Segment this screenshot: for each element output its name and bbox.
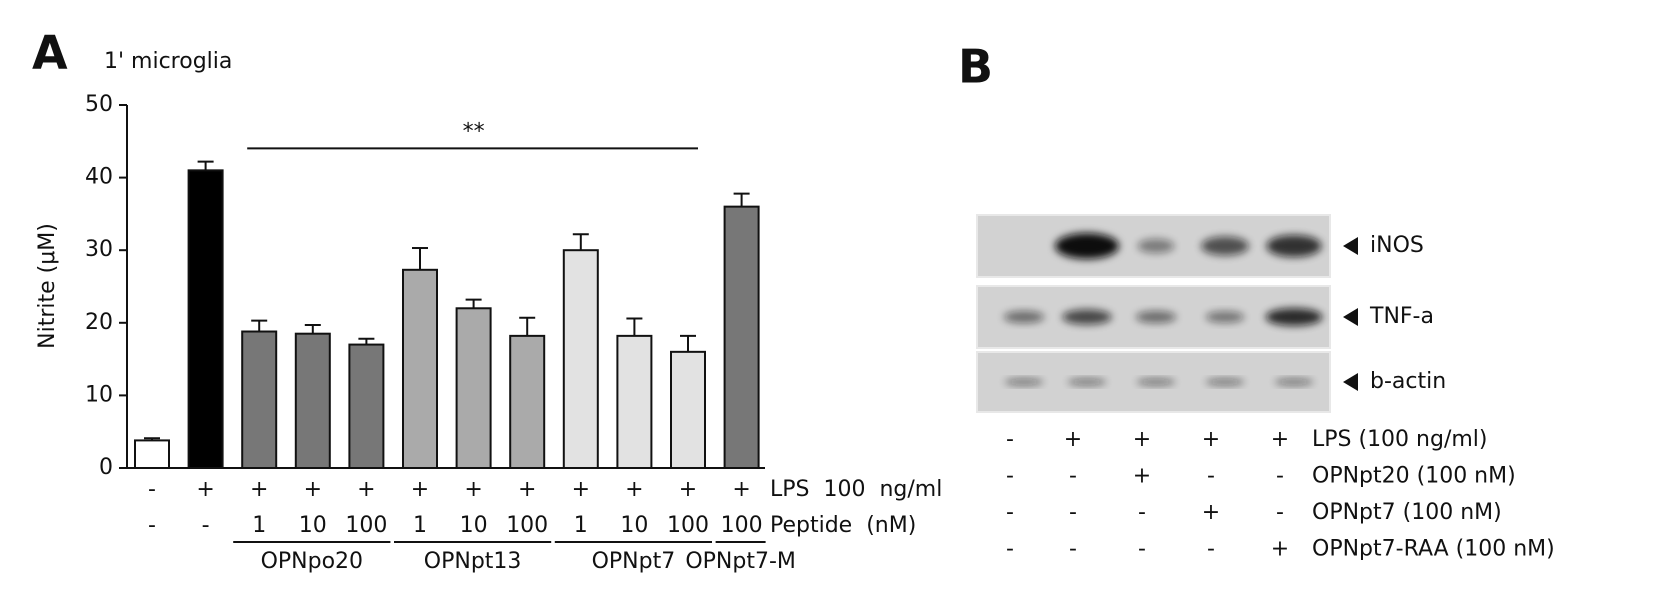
blot-band xyxy=(1205,378,1245,386)
y-tick-label: 0 xyxy=(99,455,113,480)
treatment-sign: - xyxy=(202,513,210,538)
y-tick-label: 50 xyxy=(85,92,113,117)
blot-band xyxy=(1067,378,1107,386)
bar xyxy=(455,307,492,469)
treatment-sign: + xyxy=(250,477,268,502)
treatment-sign: - xyxy=(1006,427,1014,452)
treatment-sign: - xyxy=(1069,464,1077,489)
bar xyxy=(562,249,599,469)
treatment-label: Peptide (nM) xyxy=(770,513,916,538)
treatment-sign: 100 xyxy=(667,513,709,538)
band-arrow xyxy=(1343,308,1358,326)
treatment-sign: 1 xyxy=(574,513,588,538)
treatment-sign: + xyxy=(1202,427,1220,452)
treatment-sign: 100 xyxy=(345,513,387,538)
bar xyxy=(402,268,438,469)
treatment-sign: - xyxy=(1207,537,1215,562)
group-label: OPNpo20 xyxy=(261,549,363,574)
treatment-label: OPNpt20 (100 nM) xyxy=(1312,464,1516,489)
treatment-label: OPNpt7 (100 nM) xyxy=(1312,500,1502,525)
annotation: ** xyxy=(463,119,485,144)
bar xyxy=(241,330,278,469)
treatment-sign: + xyxy=(1133,464,1151,489)
blot-band xyxy=(1003,310,1045,324)
treatment-sign: 10 xyxy=(460,513,488,538)
blot-band xyxy=(1135,310,1177,324)
treatment-label: OPNpt7-RAA (100 nM) xyxy=(1312,537,1555,562)
group-label: OPNpt7-M xyxy=(685,549,796,574)
blot-band xyxy=(1201,236,1249,256)
bar xyxy=(134,439,170,469)
treatment-sign: 100 xyxy=(721,513,763,538)
treatment-sign: - xyxy=(1006,464,1014,489)
bar xyxy=(509,334,546,470)
treatment-sign: + xyxy=(357,477,375,502)
treatment-sign: 1 xyxy=(252,513,266,538)
blot-band xyxy=(1004,378,1044,386)
treatment-sign: 10 xyxy=(299,513,327,538)
treatment-sign: + xyxy=(732,477,750,502)
treatment-sign: + xyxy=(1271,537,1289,562)
chart-subtitle: 1' microglia xyxy=(104,49,232,74)
blot-band xyxy=(1055,233,1119,259)
treatment-sign: - xyxy=(148,477,156,502)
treatment-sign: - xyxy=(1207,464,1215,489)
panel-label: B xyxy=(958,40,993,94)
treatment-sign: - xyxy=(1006,537,1014,562)
blot-band xyxy=(1205,311,1245,323)
treatment-sign: + xyxy=(1271,427,1289,452)
treatment-sign: + xyxy=(464,477,482,502)
treatment-sign: 100 xyxy=(506,513,548,538)
band-arrow xyxy=(1343,237,1358,255)
treatment-sign: - xyxy=(1276,500,1284,525)
treatment-sign: + xyxy=(196,477,214,502)
treatment-sign: - xyxy=(1276,464,1284,489)
treatment-sign: - xyxy=(1069,537,1077,562)
treatment-sign: 1 xyxy=(413,513,427,538)
band-label: iNOS xyxy=(1370,233,1424,258)
blot-band xyxy=(1266,234,1322,258)
treatment-sign: - xyxy=(148,513,156,538)
treatment-sign: 10 xyxy=(620,513,648,538)
treatment-sign: - xyxy=(1138,500,1146,525)
bar xyxy=(294,332,331,469)
band-label: b-actin xyxy=(1370,369,1446,394)
blot-band xyxy=(1274,378,1314,386)
blot-band xyxy=(1137,238,1175,254)
treatment-sign: + xyxy=(518,477,536,502)
treatment-sign: + xyxy=(1133,427,1151,452)
treatment-sign: - xyxy=(1138,537,1146,562)
y-tick-label: 20 xyxy=(85,310,113,335)
band-label: TNF-a xyxy=(1369,304,1434,329)
bar xyxy=(616,334,653,470)
blot-band xyxy=(1062,309,1112,325)
y-tick-label: 10 xyxy=(85,382,113,407)
treatment-sign: - xyxy=(1006,500,1014,525)
blot-band xyxy=(1136,378,1176,386)
bar xyxy=(723,205,760,469)
treatment-sign: - xyxy=(1069,500,1077,525)
bar xyxy=(187,169,224,469)
group-label: OPNpt13 xyxy=(424,549,522,574)
band-arrow xyxy=(1343,373,1358,391)
treatment-sign: + xyxy=(572,477,590,502)
treatment-label: LPS (100 ng/ml) xyxy=(1312,427,1488,452)
treatment-label: LPS 100 ng/ml xyxy=(770,477,942,502)
treatment-sign: + xyxy=(304,477,322,502)
treatment-sign: + xyxy=(1202,500,1220,525)
treatment-sign: + xyxy=(625,477,643,502)
blot-band xyxy=(1265,308,1323,326)
y-tick-label: 40 xyxy=(85,165,113,190)
y-tick-label: 30 xyxy=(85,237,113,262)
treatment-sign: + xyxy=(411,477,429,502)
y-axis-label: Nitrite (μM) xyxy=(35,223,60,349)
bar xyxy=(670,350,706,469)
treatment-sign: + xyxy=(1064,427,1082,452)
panel-label: A xyxy=(32,26,68,80)
bar xyxy=(348,343,385,469)
treatment-sign: + xyxy=(679,477,697,502)
group-label: OPNpt7 xyxy=(592,549,676,574)
